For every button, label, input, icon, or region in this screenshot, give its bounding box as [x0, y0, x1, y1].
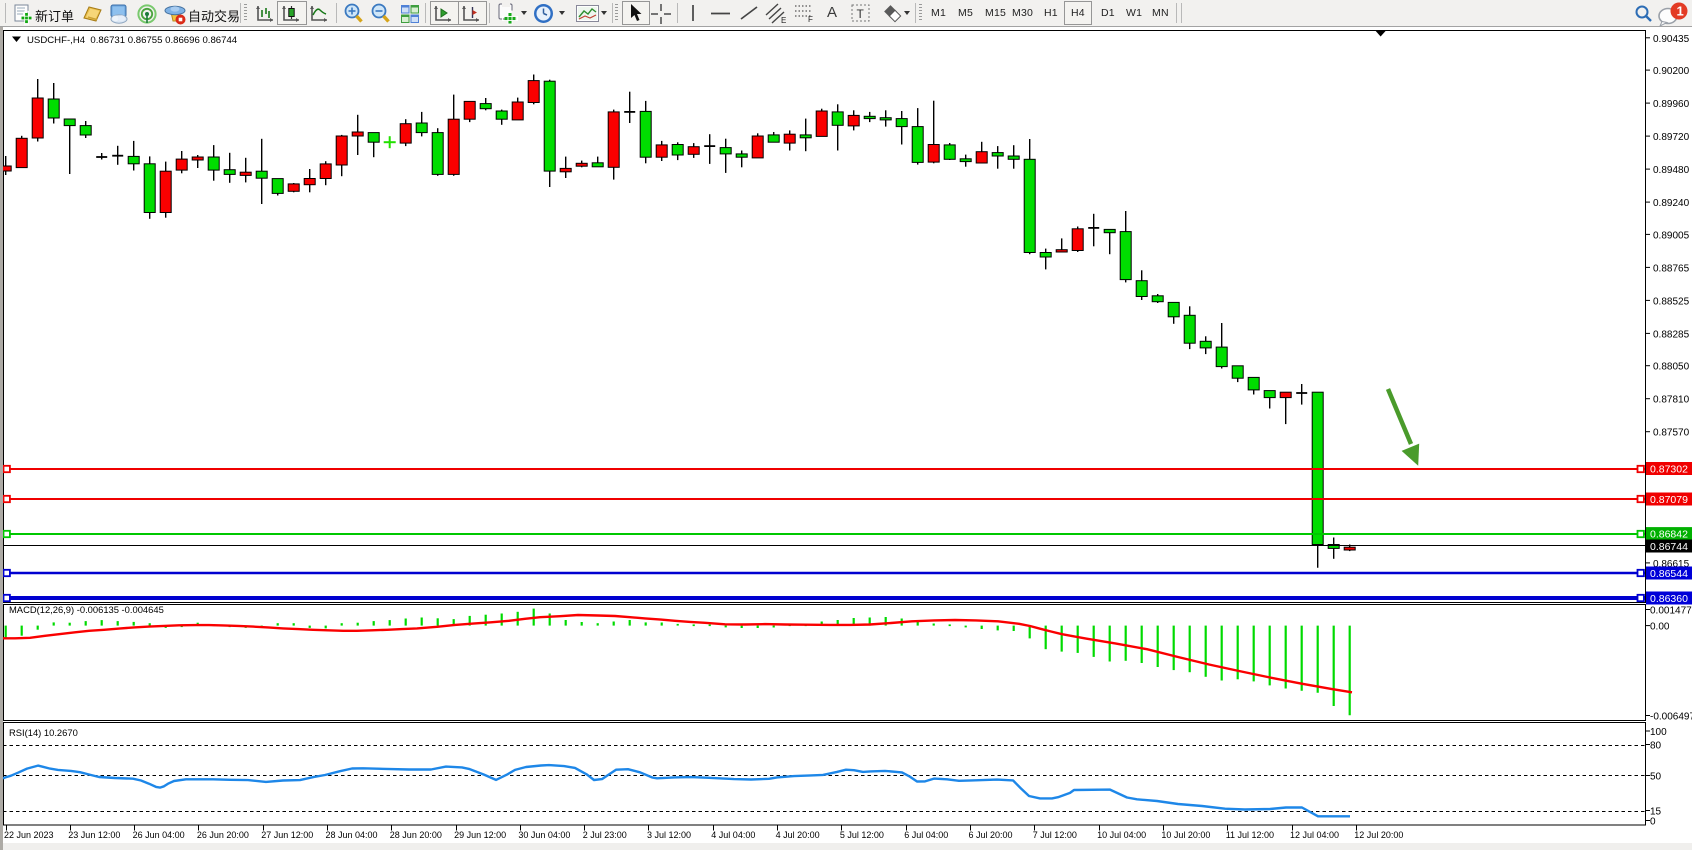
svg-text:0.87302: 0.87302	[1650, 463, 1688, 475]
svg-text:6 Jul 20:00: 6 Jul 20:00	[969, 830, 1013, 840]
svg-text:0.86615: 0.86615	[1653, 559, 1690, 570]
svg-text:1: 1	[1677, 4, 1684, 19]
svg-text:26 Jun 20:00: 26 Jun 20:00	[197, 830, 249, 840]
svg-text:10 Jul 20:00: 10 Jul 20:00	[1161, 830, 1210, 840]
svg-text:22 Jun 2023: 22 Jun 2023	[4, 830, 54, 840]
svg-text:F: F	[808, 15, 813, 24]
svg-text:30 Jun 04:00: 30 Jun 04:00	[518, 830, 570, 840]
svg-text:0.89720: 0.89720	[1653, 132, 1690, 143]
svg-text:2 Jul 23:00: 2 Jul 23:00	[583, 830, 627, 840]
svg-text:12 Jul 20:00: 12 Jul 20:00	[1354, 830, 1403, 840]
svg-text:23 Jun 12:00: 23 Jun 12:00	[68, 830, 120, 840]
svg-text:10 Jul 04:00: 10 Jul 04:00	[1097, 830, 1146, 840]
svg-text:0.90200: 0.90200	[1653, 66, 1690, 77]
svg-text:0.86544: 0.86544	[1650, 568, 1688, 580]
svg-text:0.87570: 0.87570	[1653, 428, 1690, 439]
svg-text:28 Jun 20:00: 28 Jun 20:00	[390, 830, 442, 840]
svg-text:0.001477: 0.001477	[1650, 606, 1692, 617]
svg-text:28 Jun 04:00: 28 Jun 04:00	[326, 830, 378, 840]
svg-text:0.88050: 0.88050	[1653, 362, 1690, 373]
svg-text:6 Jul 04:00: 6 Jul 04:00	[904, 830, 948, 840]
svg-text:5 Jul 12:00: 5 Jul 12:00	[840, 830, 884, 840]
svg-text:0.89005: 0.89005	[1653, 230, 1690, 241]
svg-text:50: 50	[1650, 772, 1662, 783]
svg-text:0.87810: 0.87810	[1653, 395, 1690, 406]
svg-text:USDCHF-,H4 0.86731 0.86755 0.: USDCHF-,H4 0.86731 0.86755 0.86696 0.867…	[27, 35, 238, 46]
svg-text:4 Jul 04:00: 4 Jul 04:00	[711, 830, 755, 840]
svg-text:E: E	[781, 16, 786, 25]
svg-text:4 Jul 20:00: 4 Jul 20:00	[776, 830, 820, 840]
svg-text:11 Jul 12:00: 11 Jul 12:00	[1226, 830, 1274, 840]
svg-text:0.86360: 0.86360	[1650, 593, 1688, 605]
svg-text:12 Jul 04:00: 12 Jul 04:00	[1290, 830, 1339, 840]
svg-text:0.88525: 0.88525	[1653, 296, 1690, 307]
svg-text:0: 0	[1650, 817, 1656, 828]
svg-text:RSI(14) 10.2670: RSI(14) 10.2670	[9, 727, 78, 738]
svg-text:0.88285: 0.88285	[1653, 329, 1690, 340]
svg-text:0.88765: 0.88765	[1653, 263, 1690, 274]
svg-text:29 Jun 12:00: 29 Jun 12:00	[454, 830, 506, 840]
svg-text:0.89960: 0.89960	[1653, 99, 1690, 110]
svg-text:27 Jun 12:00: 27 Jun 12:00	[261, 830, 313, 840]
svg-text:0.86744: 0.86744	[1650, 541, 1688, 553]
svg-text:T: T	[857, 7, 865, 21]
svg-text:0.00: 0.00	[1650, 622, 1670, 633]
svg-text:0.89240: 0.89240	[1653, 198, 1690, 209]
svg-text:15: 15	[1650, 807, 1662, 818]
svg-text:0.89480: 0.89480	[1653, 165, 1690, 176]
svg-text:-0.006497: -0.006497	[1650, 712, 1692, 723]
svg-text:0.90435: 0.90435	[1653, 34, 1690, 45]
svg-text:26 Jun 04:00: 26 Jun 04:00	[133, 830, 185, 840]
svg-text:80: 80	[1650, 741, 1662, 752]
svg-text:100: 100	[1650, 727, 1667, 738]
svg-text:MACD(12,26,9) -0.006135 -0.004: MACD(12,26,9) -0.006135 -0.004645	[9, 604, 164, 615]
svg-text:3 Jul 12:00: 3 Jul 12:00	[647, 830, 691, 840]
svg-text:7 Jul 12:00: 7 Jul 12:00	[1033, 830, 1077, 840]
svg-text:0.86842: 0.86842	[1650, 528, 1688, 540]
svg-text:0.87079: 0.87079	[1650, 494, 1688, 506]
